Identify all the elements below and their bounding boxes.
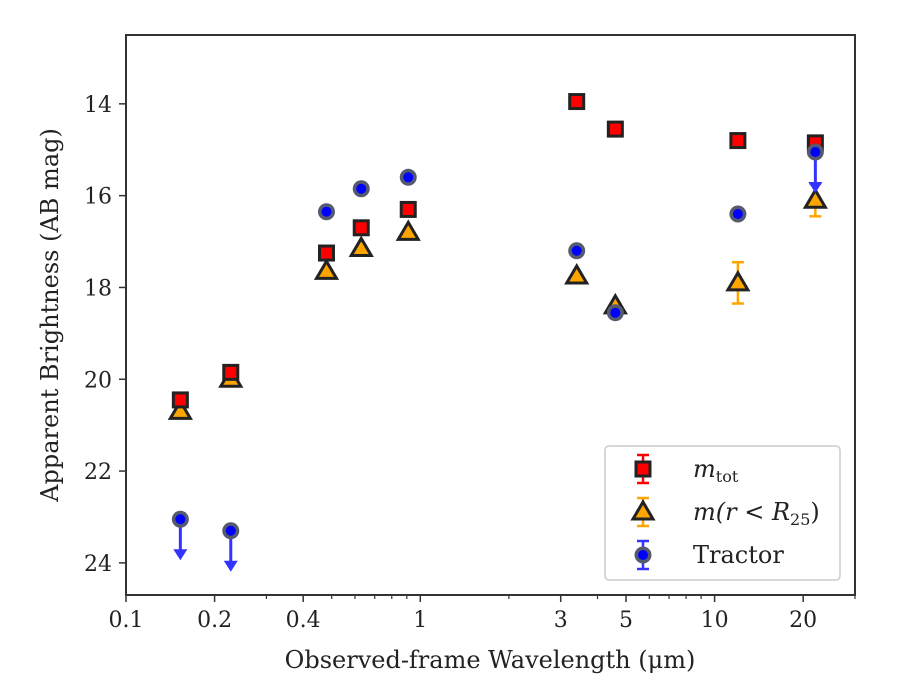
plot-frame xyxy=(125,34,856,596)
data-point xyxy=(320,247,332,259)
data-point xyxy=(175,514,186,525)
legend-label-subscript: 25 xyxy=(790,510,810,529)
data-point xyxy=(348,235,374,257)
data-point xyxy=(610,307,621,318)
y-axis-label: Apparent Brightness (AB mag) xyxy=(36,128,64,503)
legend-label: mtot xyxy=(693,455,739,486)
upper-limit-arrow-head xyxy=(223,560,238,572)
data-point xyxy=(356,183,367,194)
axes: 0.1 0.2 0.4 1 3 5 10 20 14 16 18 20 22 24 xyxy=(84,93,856,633)
legend-label-main: Tractor xyxy=(693,541,784,569)
data-point xyxy=(609,123,621,135)
data-point xyxy=(571,245,582,256)
legend-marker xyxy=(638,550,648,560)
x-axis-label: Observed-frame Wavelength (μm) xyxy=(285,646,696,674)
y-tick-label: 16 xyxy=(84,185,112,210)
x-tick-label: 0.1 xyxy=(109,608,144,633)
data-point xyxy=(571,96,583,108)
legend-marker xyxy=(630,499,656,521)
plot-marks xyxy=(167,93,828,572)
data-point xyxy=(725,269,751,292)
data-point xyxy=(167,398,193,420)
data-point xyxy=(395,219,421,241)
data-point xyxy=(174,394,186,406)
legend-label: Tractor xyxy=(693,541,784,569)
y-tick-label: 20 xyxy=(84,368,112,393)
legend-entry-2: Tractor xyxy=(634,539,784,571)
x-tick-label: 0.4 xyxy=(286,608,321,633)
data-point xyxy=(321,206,332,217)
legend-label-subscript: tot xyxy=(716,467,739,486)
data-point xyxy=(810,147,821,158)
y-tick-label: 14 xyxy=(84,93,112,118)
upper-limit-arrow-head xyxy=(808,182,823,194)
x-tick-label: 10 xyxy=(701,608,729,633)
y-tick-label: 22 xyxy=(84,460,112,485)
x-tick-label: 0.2 xyxy=(197,608,232,633)
legend-entry-1: m(r < R25) xyxy=(630,496,820,529)
x-tick-label: 1 xyxy=(413,608,427,633)
data-point xyxy=(564,263,590,285)
upper-limit-arrow-head xyxy=(173,549,188,561)
legend-label-suffix: ) xyxy=(810,498,819,526)
legend-label-main: m xyxy=(693,455,716,483)
legend-marker xyxy=(637,463,649,475)
data-point xyxy=(809,137,821,149)
legend-label: m(r < R25) xyxy=(693,498,820,529)
data-point xyxy=(402,203,414,215)
x-tick-label: 3 xyxy=(554,608,568,633)
series-0 xyxy=(171,93,824,409)
series-2 xyxy=(171,143,824,572)
legend-entry-0: mtot xyxy=(634,453,739,486)
data-point xyxy=(403,172,414,183)
x-tick-label: 20 xyxy=(789,608,817,633)
data-point xyxy=(732,209,743,220)
data-point xyxy=(355,222,367,234)
legend-entries: mtot m(r < R25) Tractor xyxy=(630,453,820,571)
data-point xyxy=(802,187,828,209)
legend: mtot m(r < R25) Tractor xyxy=(604,445,841,581)
y-tick-label: 18 xyxy=(84,276,112,301)
data-point xyxy=(313,258,340,280)
data-point xyxy=(225,525,236,536)
y-tick-label: 24 xyxy=(84,552,112,577)
legend-box xyxy=(604,445,841,581)
x-tick-label: 5 xyxy=(619,608,633,633)
legend-label-main: m(r < R xyxy=(693,498,790,526)
data-point xyxy=(225,366,237,378)
data-point xyxy=(732,135,744,147)
